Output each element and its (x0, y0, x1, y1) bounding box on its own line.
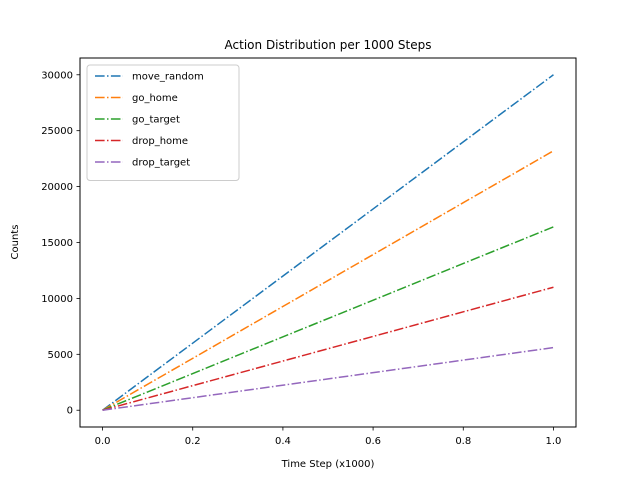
series-line-go-home (102, 150, 554, 411)
legend-label-drop-home: drop_home (132, 136, 188, 147)
legend-label-go-home: go_home (132, 93, 178, 104)
series-line-move-random (102, 74, 554, 411)
series-line-drop-target (102, 346, 554, 411)
y-tick-label: 30000 (41, 70, 73, 81)
series-line-go-target (102, 226, 554, 411)
x-tick-label: 0.4 (275, 436, 291, 447)
plot-lines (102, 74, 554, 411)
legend-label-move-random: move_random (132, 72, 204, 83)
x-tick-label: 0.0 (95, 436, 111, 447)
legend-label-go-target: go_target (132, 115, 180, 126)
y-axis: 0 5000 10000 15000 20000 25000 30000 (41, 70, 80, 417)
x-tick-label: 0.2 (185, 436, 201, 447)
y-tick-label: 15000 (41, 238, 73, 249)
chart-title: Action Distribution per 1000 Steps (225, 38, 432, 52)
y-axis-label: Counts (10, 225, 21, 260)
y-tick-label: 20000 (41, 182, 73, 193)
y-tick-label: 0 (67, 406, 73, 417)
x-tick-label: 1.0 (546, 436, 562, 447)
legend: move_random go_home go_target drop_homedrop… (86, 64, 240, 181)
series-line-drop-home (102, 286, 554, 411)
y-tick-label: 5000 (48, 350, 73, 361)
legend-box (86, 64, 240, 181)
x-axis-label: Time Step (x1000) (281, 459, 375, 470)
y-tick-label: 10000 (41, 294, 73, 305)
x-tick-label: 0.8 (455, 436, 471, 447)
legend-label-drop-target: drop_target (132, 158, 190, 169)
x-tick-label: 0.6 (365, 436, 381, 447)
x-axis: 0.0 0.2 0.4 0.6 0.8 1.0 (95, 427, 562, 447)
y-tick-label: 25000 (41, 126, 73, 137)
